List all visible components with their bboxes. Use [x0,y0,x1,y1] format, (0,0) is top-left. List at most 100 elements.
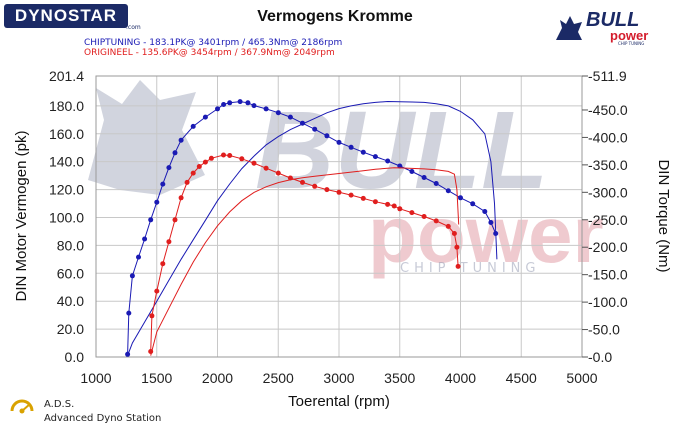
data-point-origineel-torque [160,261,166,267]
x-tick-label: 4000 [445,370,476,386]
y-tick-label-right: -450.0 [588,102,628,118]
y-tick-label-left: 160.0 [49,126,84,142]
data-point-chiptuning-torque [202,114,208,120]
y-tick-label-right: -200.0 [588,239,628,255]
data-point-chiptuning-torque [129,273,135,279]
data-point-origineel-torque [451,231,457,236]
data-point-chiptuning-torque [409,169,415,174]
legend-origineel: ORIGINEEL - 135.6PK@ 3454rpm / 367.9Nm@ … [84,48,335,58]
ads-title: A.D.S. [44,399,75,410]
x-tick-label: 1000 [80,370,111,386]
data-point-origineel-torque [409,210,415,216]
data-point-origineel-torque [324,187,330,193]
data-point-chiptuning-torque [237,99,243,105]
watermark: BULL power CHIP TUNING [88,80,604,279]
y-tick-label-left: 0.0 [65,349,85,365]
data-point-chiptuning-torque [360,149,366,155]
x-tick-label: 2000 [202,370,233,386]
data-point-origineel-torque [166,239,172,245]
data-point-origineel-torque [239,156,245,162]
data-point-chiptuning-torque [275,110,281,116]
dynostar-logo: DYNOSTAR [4,4,128,28]
data-point-origineel-torque [202,159,208,165]
x-tick-label: 5000 [566,370,597,386]
data-point-chiptuning-torque [372,154,378,160]
data-point-chiptuning-torque [488,220,494,225]
data-point-origineel-torque [372,199,378,205]
dynostar-logo-suffix: .com [126,24,141,31]
y-tick-label-left: 180.0 [49,98,84,114]
y-tick-label-left: 40.0 [57,293,84,309]
data-point-origineel-torque [336,189,342,195]
data-point-chiptuning-torque [433,181,439,186]
y-tick-label-left: 201.4 [49,68,84,84]
bull-icon [556,16,582,40]
data-point-chiptuning-torque [445,188,451,194]
data-point-chiptuning-torque [482,209,488,214]
watermark-sub: power [368,190,604,279]
data-point-chiptuning-torque [126,310,132,316]
axes: 1000 1500 2000 2500 3000 3500 4000 4500 5000 0.0 2… [49,68,628,386]
watermark-word: BULL [255,89,548,212]
data-point-origineel-torque [154,288,160,294]
x-tick-label: 2500 [263,370,294,386]
y-tick-label-right: -300.0 [588,184,628,200]
data-point-origineel-torque [263,165,269,171]
y-tick-label-right: -50.0 [588,322,620,338]
series-line-chiptuning-torque [127,101,497,355]
series-line-origineel-power [150,167,460,356]
ads-logo-icon [10,399,34,414]
data-point-origineel-torque [360,195,366,201]
data-point-chiptuning-torque [227,100,233,106]
data-point-origineel-torque [391,203,397,209]
plot-frame [95,75,583,358]
x-tick-label: 3000 [323,370,354,386]
y-tick-label-right: -0.0 [588,349,612,365]
y-tick-label-left: 60.0 [57,265,84,281]
legend-chiptuning: CHIPTUNING - 183.1PK@ 3401rpm / 465.3Nm@… [84,38,343,48]
data-point-origineel-torque [455,263,461,269]
data-point-chiptuning-torque [148,217,154,223]
data-point-chiptuning-torque [215,106,220,112]
data-point-chiptuning-torque [312,126,318,132]
y-tick-label-left: 140.0 [49,154,84,170]
data-point-chiptuning-torque [160,181,166,187]
data-point-chiptuning-torque [136,254,141,260]
ads-subtitle: Advanced Dyno Station [44,413,162,424]
y-tick-label-left: 20.0 [57,321,84,337]
bull-logo-word: BULL [586,9,639,31]
y-tick-label-left: 100.0 [49,209,84,225]
series-line-chiptuning-power [127,100,498,356]
data-point-origineel-torque [433,218,439,224]
y-tick-label-right: -250.0 [588,212,628,228]
data-point-chiptuning-torque [178,137,184,143]
data-point-origineel-torque [445,223,451,229]
data-point-chiptuning-torque [245,100,251,106]
data-point-chiptuning-torque [251,103,257,109]
data-point-chiptuning-torque [336,139,342,145]
data-point-chiptuning-torque [221,102,227,107]
y-tick-label-right: -100.0 [588,294,628,310]
bull-logo-tag: CHIP TUNING [618,41,644,46]
data-point-origineel-torque [251,160,257,166]
data-point-origineel-torque [178,195,184,201]
data-point-chiptuning-torque [263,106,269,112]
x-tick-label: 4500 [506,370,537,386]
data-point-origineel-torque [300,179,305,185]
watermark-tag: CHIP TUNING [400,261,540,276]
y-tick-label-right: -400.0 [588,129,628,145]
data-point-origineel-torque [421,214,427,219]
watermark-bull-icon [88,80,205,195]
data-point-chiptuning-torque [421,175,427,180]
y-tick-label-right: -150.0 [588,267,628,283]
bull-logo-sub: power [610,28,648,43]
data-point-chiptuning-torque [142,236,148,242]
data-point-origineel-torque [275,170,281,176]
y-tick-label-left: 120.0 [49,182,84,198]
data-point-origineel-torque [221,152,226,158]
data-point-origineel-torque [397,206,403,212]
series-layer [125,99,499,357]
data-point-chiptuning-torque [324,133,330,139]
data-point-origineel-torque [227,153,233,158]
